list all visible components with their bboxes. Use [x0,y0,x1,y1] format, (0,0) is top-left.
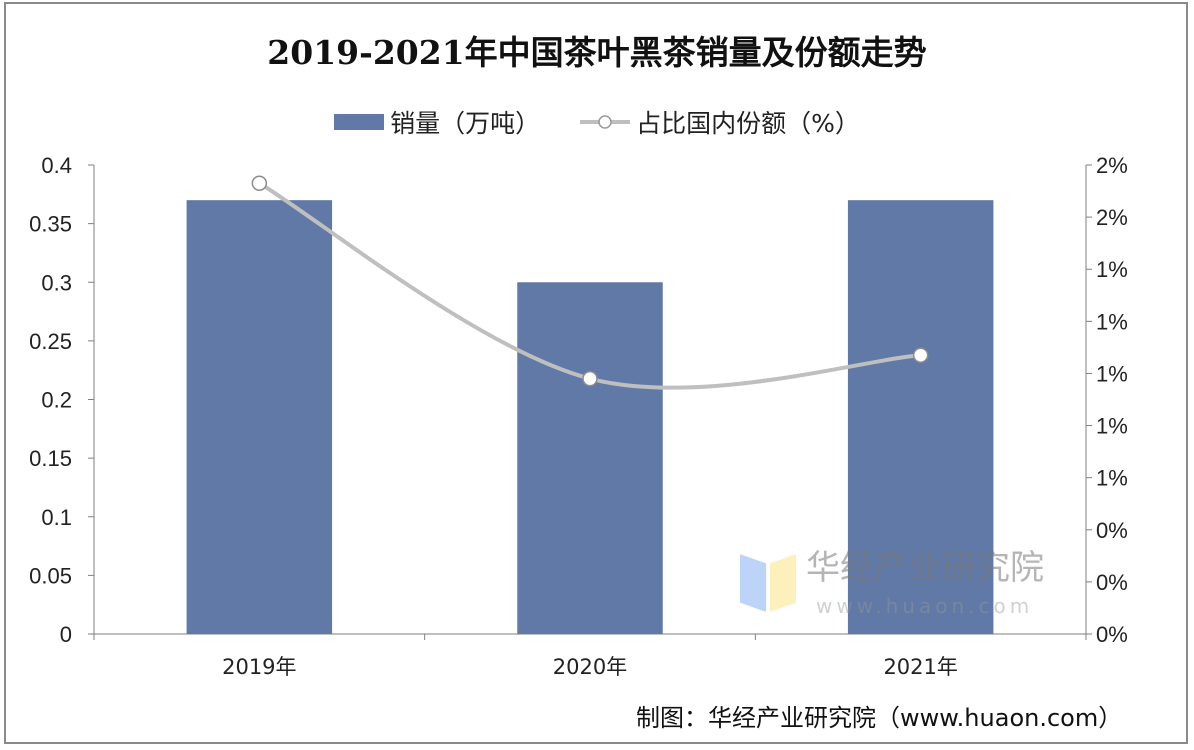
right-axis-tick-label: 0% [1096,518,1128,543]
x-axis-label: 2019年 [222,655,296,679]
right-axis-tick-label: 1% [1096,361,1128,386]
watermark-name: 华经产业研究院 [806,548,1044,588]
watermark-logo-icon [740,554,796,612]
source-note: 制图：华经产业研究院（www.huaon.com） [636,704,1123,732]
left-axis-tick-label: 0.2 [41,388,72,413]
chart-frame [4,2,1188,744]
right-axis-tick-label: 1% [1096,309,1128,334]
bar-2 [517,282,663,634]
left-axis-tick-label: 0.35 [29,212,72,237]
left-axis-tick-label: 0.15 [29,446,72,471]
left-axis-tick-label: 0.05 [29,563,72,588]
legend-label-sales: 销量（万吨） [390,109,541,138]
right-axis-tick-label: 2% [1096,205,1128,230]
right-axis-tick-label: 2% [1096,153,1128,178]
share-point-1 [251,175,268,191]
x-axis-label: 2021年 [883,655,957,679]
right-axis-tick-label: 1% [1096,414,1128,439]
right-axis-tick-label: 0% [1096,570,1128,595]
share-point-2 [582,370,598,387]
right-axis-tick-label: 0% [1096,622,1128,647]
legend-item-sales: 销量（万吨） [334,104,540,140]
right-axis-tick-label: 1% [1096,257,1128,282]
share-point-3 [912,347,929,363]
watermark-url: www.huaon.com [816,594,1034,618]
bar-3 [847,200,994,635]
right-axis-tick-label: 1% [1096,466,1128,491]
bar-1 [186,200,333,635]
legend-line-swatch [580,115,631,129]
legend-bar-swatch [334,114,385,130]
left-axis-tick-label: 0 [60,622,72,647]
left-axis-tick-label: 0.1 [41,505,72,530]
chart-title: 2019-2021年中国茶叶黑茶销量及份额走势 [267,33,927,72]
legend-label-share: 占比国内份额（%） [636,109,860,138]
legend-item-share: 占比国内份额（%） [580,104,860,140]
left-axis-tick-label: 0.4 [41,153,72,178]
legend: 销量（万吨） 占比国内份额（%） [0,104,1194,140]
left-axis-tick-label: 0.3 [41,270,72,295]
x-axis-label: 2020年 [553,655,627,679]
left-axis-tick-label: 0.25 [29,329,72,354]
